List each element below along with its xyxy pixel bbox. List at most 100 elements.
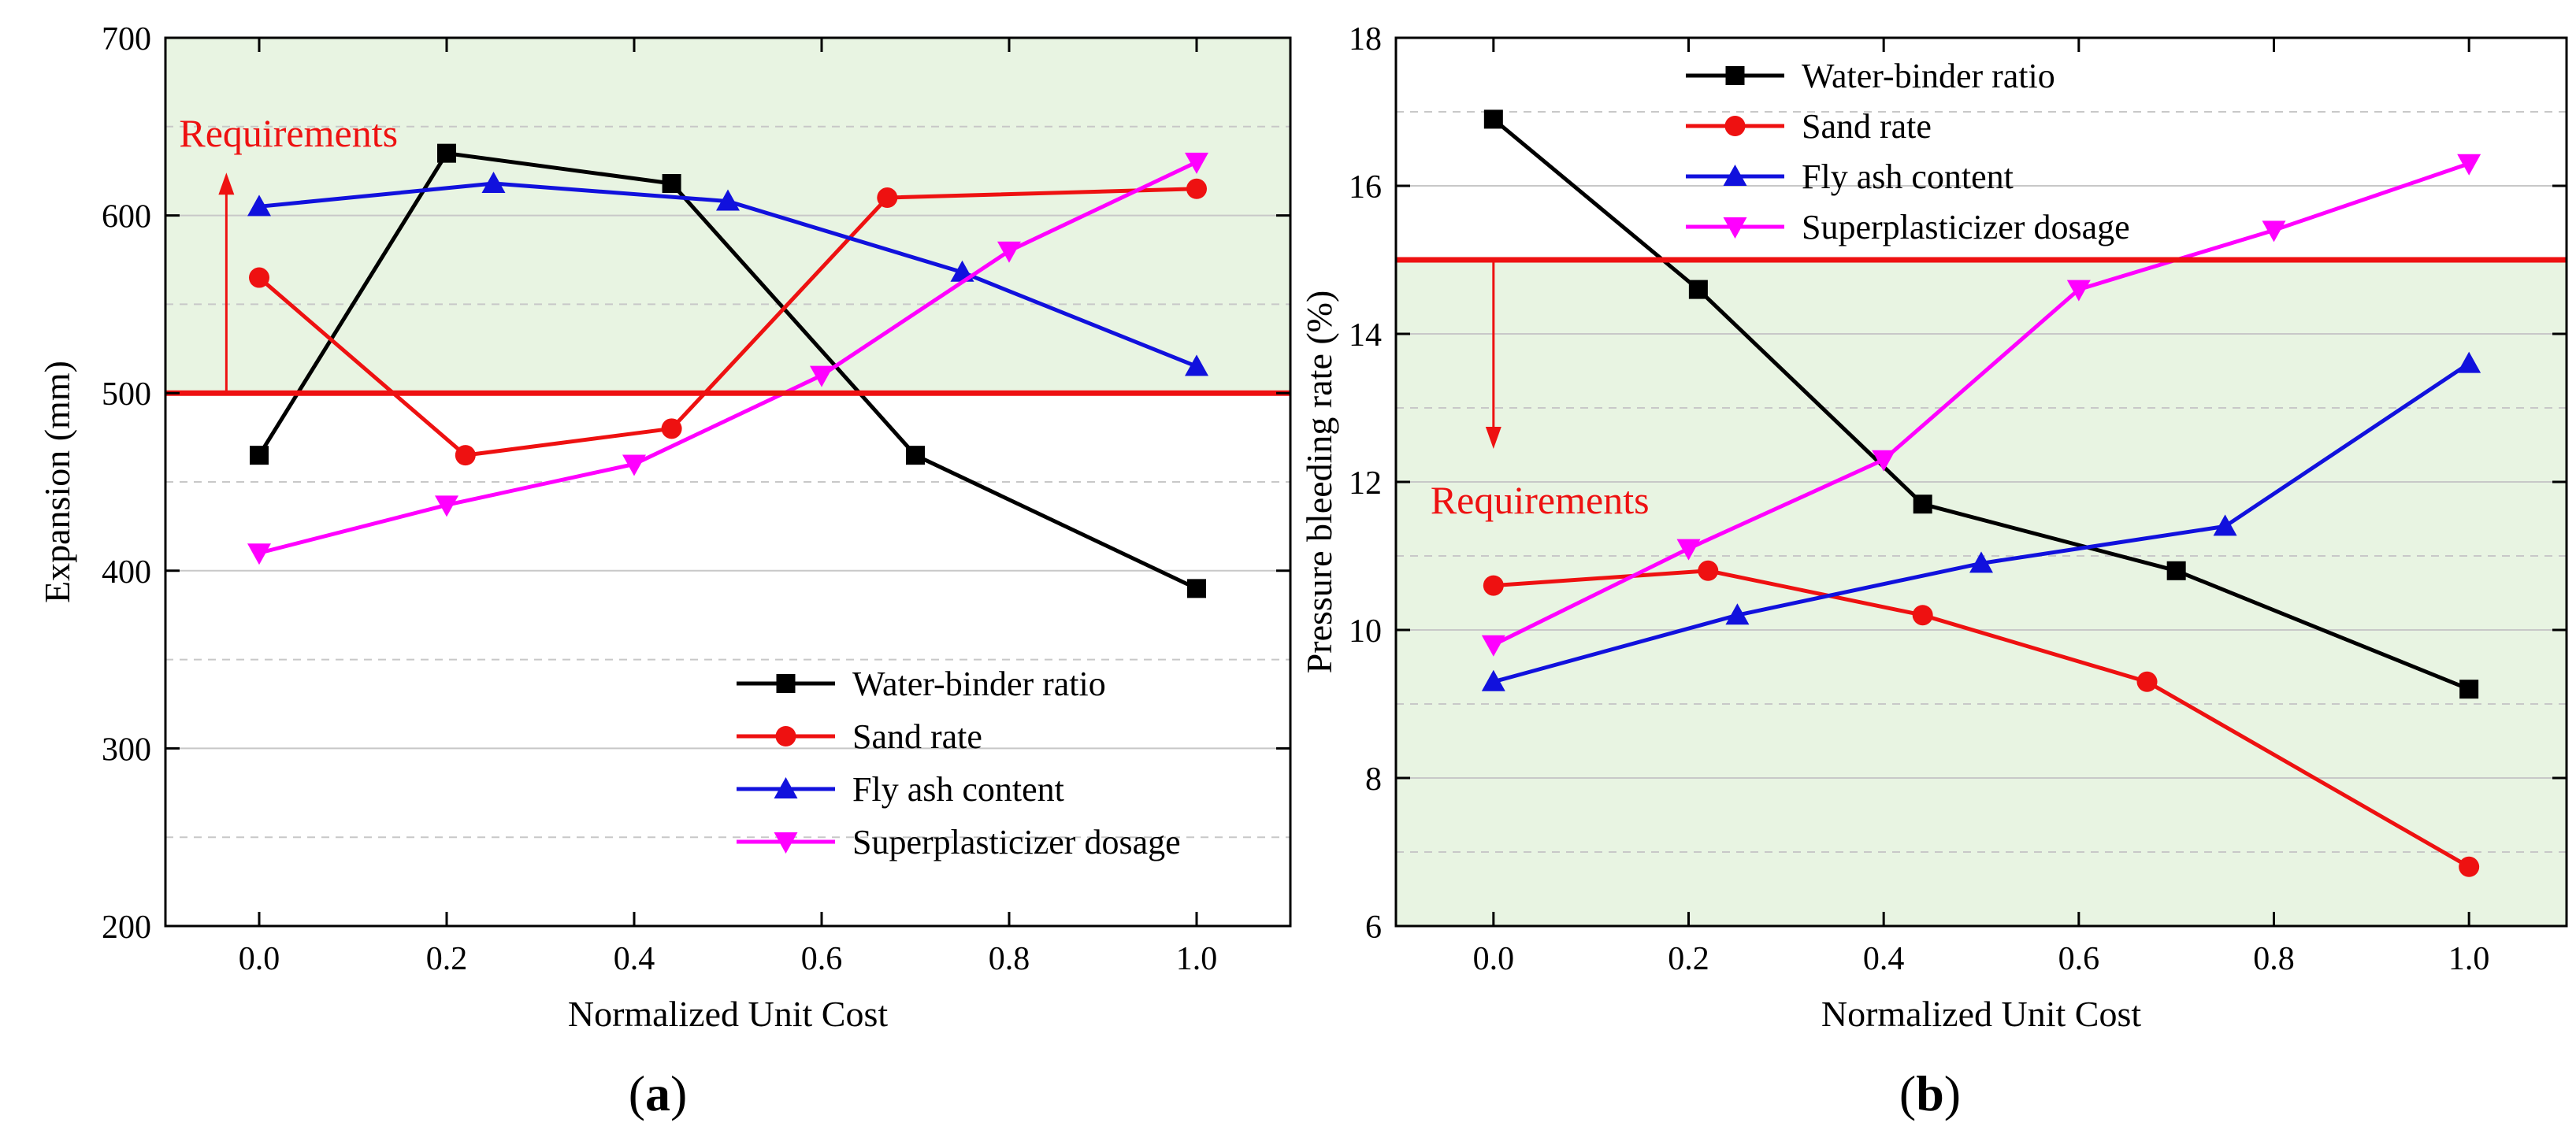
- panel-b-x-tick-label: 0.0: [1473, 941, 1515, 977]
- panel-b-data-point: [2213, 514, 2237, 536]
- panel-b-data-point: [1481, 669, 1505, 691]
- panel-b-data-point: [2262, 220, 2286, 243]
- panel-b-x-tick-label: 0.2: [1668, 941, 1709, 977]
- panel-b-legend-swatch-marker: [1723, 165, 1747, 186]
- panel-a-chart: Requirements 0.0 0.2 0.4 0.6 0.8 1.0 200 300 400 5…: [37, 21, 1292, 1121]
- panel-a-legend-label: Sand rate: [852, 717, 982, 756]
- panel-a-data-point: [435, 495, 458, 517]
- panel-a-requirement-label: Requirements: [179, 111, 398, 155]
- panel-a-series-4: [247, 152, 1208, 565]
- panel-a-data-point: [997, 241, 1021, 263]
- panel-b-x-tick-label: 0.6: [2058, 941, 2100, 977]
- panel-a-y-tick-label: 500: [102, 376, 151, 413]
- panel-b-legend-swatch-marker: [1723, 217, 1747, 239]
- panel-b-legend-swatch-marker: [1725, 66, 1745, 85]
- panel-b-data-point: [1483, 575, 1504, 596]
- panel-a-data-point: [250, 446, 269, 465]
- panel-b-y-tick-label: 8: [1365, 761, 1382, 798]
- panel-a-data-point: [622, 454, 646, 476]
- panel-a-x-axis-title: Normalized Unit Cost: [568, 994, 888, 1034]
- panel-a-series-3: [247, 171, 1208, 376]
- panel-a-data-point: [437, 143, 456, 163]
- panel-b-y-tick-label: 6: [1365, 909, 1382, 946]
- panel-b-data-point: [2457, 154, 2481, 176]
- panel-b-requirement-label: Requirements: [1431, 478, 1650, 522]
- panel-a-plot-frame: [164, 36, 1292, 928]
- panel-a-legend: Water-binder ratio Sand rate Fly ash conte…: [737, 665, 1181, 861]
- panel-b-y-tick-label: 14: [1349, 317, 1382, 354]
- panel-b-data-point: [2459, 856, 2480, 877]
- panel-a-data-point: [810, 365, 833, 387]
- panel-b-x-axis-title: Normalized Unit Cost: [1821, 994, 2141, 1034]
- panel-a-y-tick-label: 600: [102, 199, 151, 235]
- panel-b-requirement-arrow-head: [1485, 427, 1501, 449]
- panel-a-data-point: [247, 543, 271, 565]
- panel-b-data-point: [1872, 450, 1896, 472]
- panel-a-x-tick-label: 0.0: [239, 941, 280, 977]
- panel-a-data-point: [1185, 152, 1208, 174]
- panel-a-data-point: [716, 189, 740, 211]
- panel-a-data-point: [661, 418, 682, 439]
- panel-a-data-point: [481, 171, 506, 193]
- panel-a-y-axis-title: Expansion (mm): [37, 361, 77, 603]
- panel-a-x-tick-label: 0.2: [426, 941, 468, 977]
- panel-a-data-point: [249, 267, 269, 288]
- panel-b-data-point: [2457, 351, 2481, 373]
- panel-a-data-point: [906, 446, 925, 465]
- panel-b-data-point: [1969, 551, 1993, 573]
- panel-b-y-tick-label: 10: [1349, 613, 1382, 650]
- panel-b-legend-label: Fly ash content: [1802, 157, 2014, 196]
- panel-a-letter: a: [645, 1065, 670, 1121]
- panel-b-series-3: [1481, 351, 2481, 691]
- panel-b-acceptable-region: [1396, 260, 2567, 926]
- panel-b-data-point: [1483, 109, 1503, 129]
- panel-a-series-1: [250, 143, 1206, 598]
- panel-b-x-tick-label: 1.0: [2448, 941, 2490, 977]
- panel-b-data-point: [2066, 280, 2091, 302]
- panel-a-series-line: [258, 160, 1198, 555]
- panel-a-legend-swatch-marker: [774, 777, 798, 798]
- panel-a-legend-label: Superplasticizer dosage: [852, 823, 1181, 861]
- panel-b-legend: Water-binder ratio Sand rate Fly ash conte…: [1686, 57, 2130, 246]
- panel-a-x-tick-label: 0.6: [801, 941, 843, 977]
- panel-b-legend-label: Superplasticizer dosage: [1802, 208, 2130, 246]
- panel-b-data-point: [1725, 603, 1750, 625]
- panel-b-legend-swatch-marker: [1724, 116, 1746, 136]
- panel-b-series-1: [1483, 109, 2479, 699]
- panel-a-data-point: [247, 194, 271, 217]
- panel-a-data-point: [877, 187, 898, 209]
- panel-a-y-tick-label: 200: [102, 909, 151, 946]
- panel-a-x-tick-label: 0.8: [989, 941, 1030, 977]
- panel-b-legend-label: Water-binder ratio: [1802, 57, 2055, 95]
- panel-a-y-tick-label: 300: [102, 732, 151, 768]
- panel-b-data-point: [1912, 605, 1933, 626]
- panel-a-x-tick-label: 0.4: [614, 941, 655, 977]
- panel-b-y-tick-label: 12: [1349, 465, 1382, 502]
- panel-b-y-tick-label: 16: [1349, 169, 1382, 206]
- panel-b-y-tick-label: 18: [1349, 21, 1382, 57]
- panel-b-data-point: [2166, 561, 2186, 580]
- panel-a-x-tick-label: 1.0: [1176, 941, 1218, 977]
- panel-b-label: (b): [1899, 1065, 1961, 1121]
- panel-b-data-point: [1676, 539, 1701, 561]
- panel-a-data-point: [1185, 354, 1208, 376]
- panel-b-letter: b: [1916, 1065, 1944, 1121]
- panel-b-data-point: [1481, 635, 1505, 657]
- panel-a-y-tick-label: 400: [102, 554, 151, 591]
- panel-a-series-2: [249, 178, 1207, 466]
- panel-a-legend-swatch-marker: [774, 832, 798, 854]
- panel-a-data-point: [455, 445, 476, 466]
- panel-a-label: (a): [629, 1065, 688, 1121]
- panel-a-legend-label: Fly ash content: [852, 770, 1064, 809]
- panel-b-data-point: [1698, 560, 1719, 581]
- panel-a-y-tick-label: 700: [102, 21, 151, 57]
- panel-a-legend-swatch-marker: [775, 726, 796, 746]
- panel-b-series-4: [1481, 154, 2481, 657]
- panel-b-data-point: [1913, 495, 1932, 514]
- panel-b-y-axis-title: Pressure bleeding rate (%): [1299, 291, 1339, 674]
- panel-a-data-point: [662, 173, 681, 193]
- panel-b-data-point: [2136, 671, 2158, 692]
- panel-b-series-line: [1492, 161, 2470, 647]
